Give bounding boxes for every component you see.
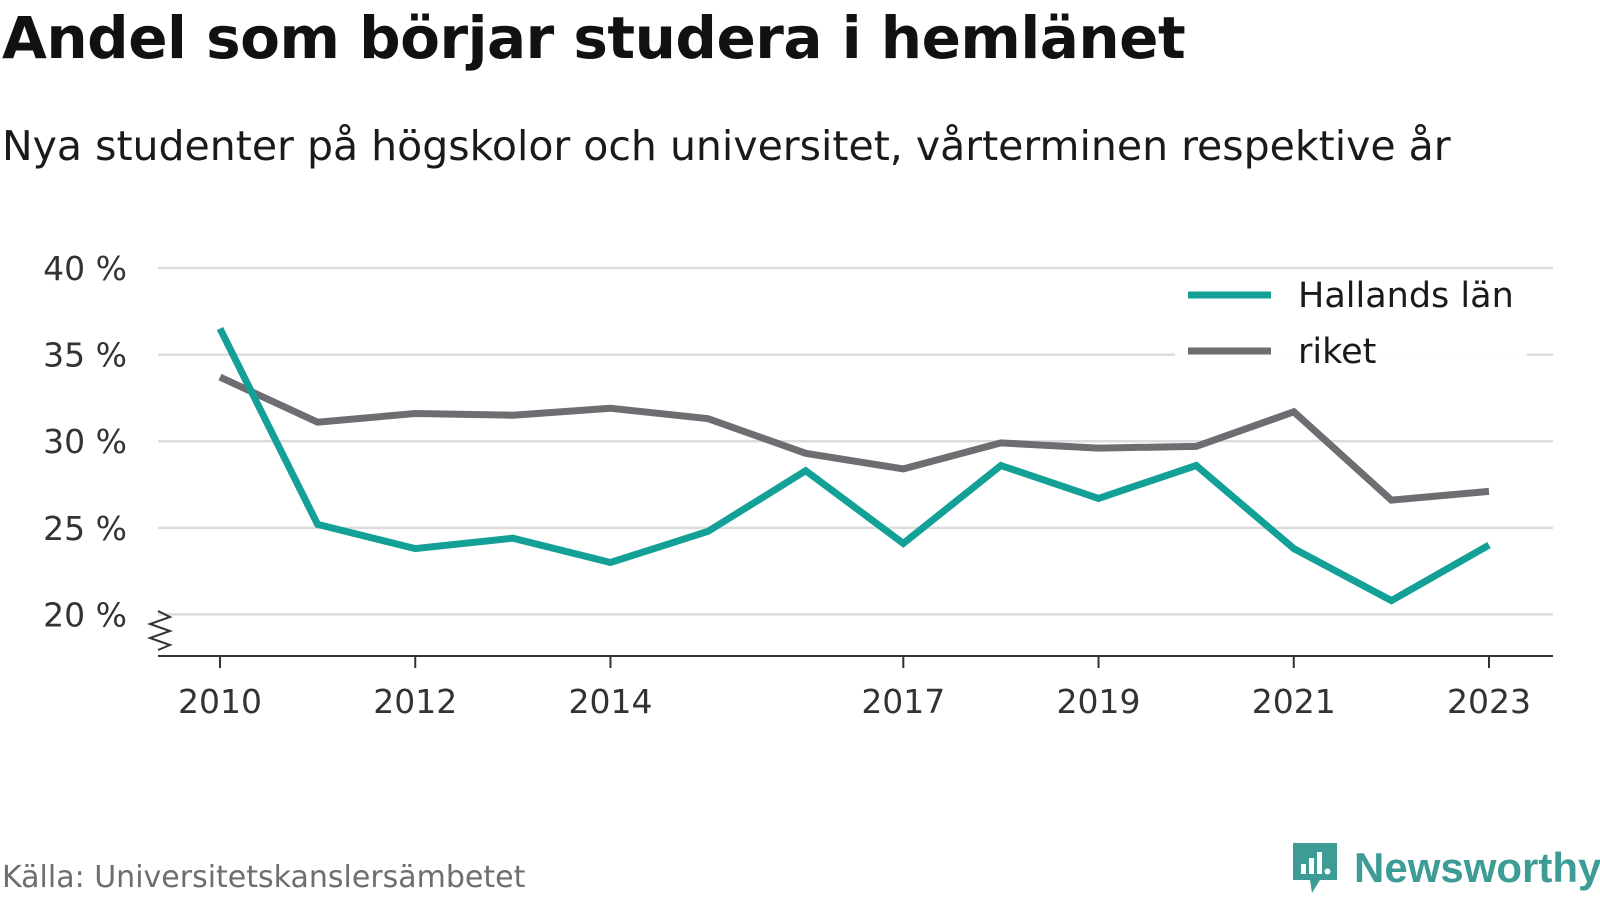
newsworthy-logo-icon bbox=[1293, 843, 1337, 893]
legend: Hallands län riket bbox=[1175, 272, 1527, 382]
y-tick-label: 25 % bbox=[43, 509, 127, 548]
brand[interactable]: Newsworthy bbox=[1290, 838, 1600, 898]
x-tick-label: 2023 bbox=[1447, 682, 1531, 721]
x-tick-label: 2017 bbox=[861, 682, 945, 721]
axes: 40 % 35 % 30 % 25 % 20 % 2010 2012 2014 2017 2019… bbox=[43, 249, 1553, 721]
series-lines bbox=[216, 327, 1491, 605]
x-tick-label: 2012 bbox=[373, 682, 457, 721]
y-tick-label: 20 % bbox=[43, 595, 127, 634]
legend-label: riket bbox=[1298, 332, 1376, 372]
x-tick-label: 2014 bbox=[568, 682, 652, 721]
y-tick-label: 30 % bbox=[43, 422, 127, 461]
x-tick-label: 2021 bbox=[1252, 682, 1336, 721]
series-line-riket bbox=[218, 373, 1490, 504]
y-tick-label: 40 % bbox=[43, 249, 127, 288]
series-line-hallands-lan bbox=[216, 327, 1491, 605]
chart-subtitle: Nya studenter på högskolor och universit… bbox=[2, 122, 1451, 170]
legend-background bbox=[1175, 272, 1527, 382]
brand-name: Newsworthy bbox=[1354, 844, 1600, 891]
chart-title: Andel som börjar studera i hemlänet bbox=[2, 4, 1186, 72]
x-tick-label: 2019 bbox=[1057, 682, 1141, 721]
y-axis-break bbox=[146, 610, 174, 651]
x-tick-label: 2010 bbox=[178, 682, 262, 721]
legend-label: Hallands län bbox=[1298, 276, 1514, 316]
source-note: Källa: Universitetskanslersämbetet bbox=[2, 860, 526, 895]
y-tick-label: 35 % bbox=[43, 336, 127, 375]
